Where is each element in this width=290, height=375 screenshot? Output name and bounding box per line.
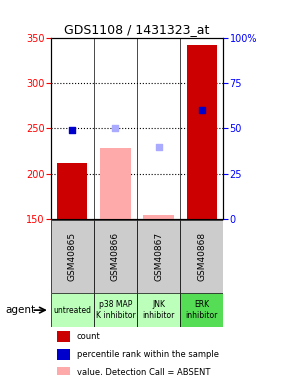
Bar bbox=[137, 293, 180, 327]
Text: value, Detection Call = ABSENT: value, Detection Call = ABSENT bbox=[77, 368, 210, 375]
Bar bbox=[51, 220, 94, 292]
Bar bbox=[180, 220, 223, 292]
Text: JNK
inhibitor: JNK inhibitor bbox=[142, 300, 175, 320]
Bar bbox=[94, 293, 137, 327]
Bar bbox=[144, 215, 174, 219]
Text: percentile rank within the sample: percentile rank within the sample bbox=[77, 350, 219, 359]
Text: untreated: untreated bbox=[53, 306, 91, 315]
Point bbox=[113, 126, 118, 132]
Text: GSM40866: GSM40866 bbox=[111, 232, 120, 281]
Text: GSM40865: GSM40865 bbox=[68, 232, 77, 281]
Text: p38 MAP
K inhibitor: p38 MAP K inhibitor bbox=[96, 300, 135, 320]
Point bbox=[156, 144, 161, 150]
Bar bbox=[100, 148, 130, 219]
Point bbox=[200, 107, 204, 113]
Bar bbox=[180, 293, 223, 327]
Text: GSM40867: GSM40867 bbox=[154, 232, 163, 281]
Bar bbox=[94, 220, 137, 292]
Bar bbox=[187, 45, 217, 219]
Point bbox=[70, 127, 75, 133]
Text: agent: agent bbox=[6, 305, 36, 315]
Text: ERK
inhibitor: ERK inhibitor bbox=[186, 300, 218, 320]
Bar bbox=[57, 163, 87, 219]
Bar bbox=[137, 220, 180, 292]
Title: GDS1108 / 1431323_at: GDS1108 / 1431323_at bbox=[64, 23, 210, 36]
Text: GSM40868: GSM40868 bbox=[197, 232, 206, 281]
Bar bbox=[51, 293, 94, 327]
Text: count: count bbox=[77, 332, 101, 341]
